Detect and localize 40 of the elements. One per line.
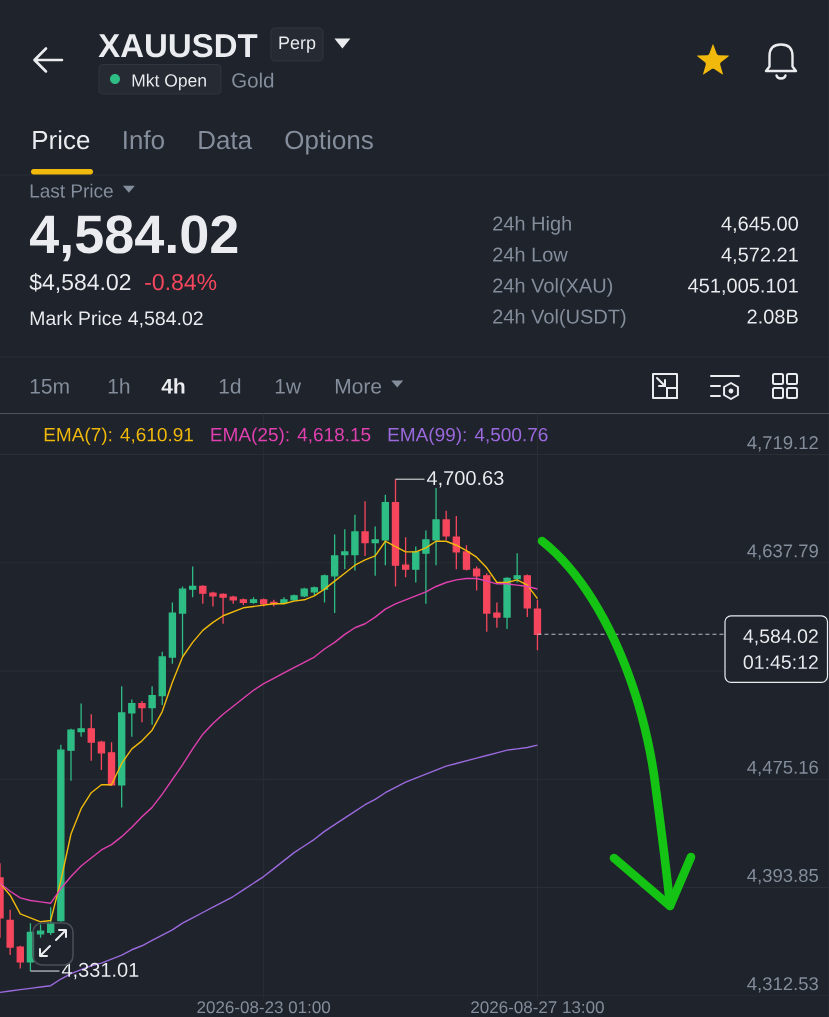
text: 4h: [161, 378, 185, 394]
y-tick-label: 4,393.85: [747, 868, 819, 885]
text: 4,572.21: [721, 247, 798, 265]
text: 4,645.00: [721, 216, 798, 234]
y-tick-label: 4,475.16: [747, 760, 818, 777]
text: 24h Vol(USDT): [493, 309, 626, 328]
text: 1d: [219, 378, 241, 394]
text: Last Price: [30, 183, 113, 198]
y-tick-label: 4,719.12: [747, 436, 818, 452]
text: 1w: [275, 379, 302, 394]
text: Data: [199, 131, 253, 150]
text: 24h High: [493, 216, 571, 235]
text: $4,584.02: [29, 272, 131, 293]
text: Mkt Open: [132, 73, 206, 91]
text: 24h Low: [493, 247, 568, 262]
text: -0.84%: [145, 273, 217, 291]
chart-subtitle: Gold: [232, 72, 274, 88]
text: Mark Price 4,584.02: [30, 310, 203, 328]
text: 1h: [108, 378, 130, 394]
chart-title: XAUUSDT: [98, 33, 258, 58]
text: More: [335, 379, 382, 394]
text: EMA(7): 4,610.91: [44, 427, 193, 446]
text: 451,005.101: [688, 278, 798, 296]
text: 4,584.02: [30, 215, 238, 262]
ref-line-label: 4,584.02: [743, 629, 818, 646]
y-tick-label: 4,637.79: [747, 544, 818, 560]
text: Info: [124, 130, 164, 150]
text: Perp: [279, 36, 316, 53]
text: EMA(25): 4,618.15: [211, 427, 371, 446]
text: Price: [33, 130, 90, 150]
text: 15m: [30, 379, 69, 394]
text: 2.08B: [747, 309, 798, 324]
text: EMA(99): 4,500.76: [388, 427, 548, 446]
y-tick-label: 4,312.53: [747, 977, 818, 993]
text: 24h Vol(XAU): [493, 278, 613, 297]
x-tick-label: 2026-08-27 13:00: [471, 1001, 604, 1014]
annotation: 4,700.63: [426, 470, 504, 488]
text: Options: [285, 130, 373, 155]
annotation: 01:45:12: [743, 655, 818, 670]
x-tick-label: 2026-08-23 01:00: [197, 1001, 331, 1014]
